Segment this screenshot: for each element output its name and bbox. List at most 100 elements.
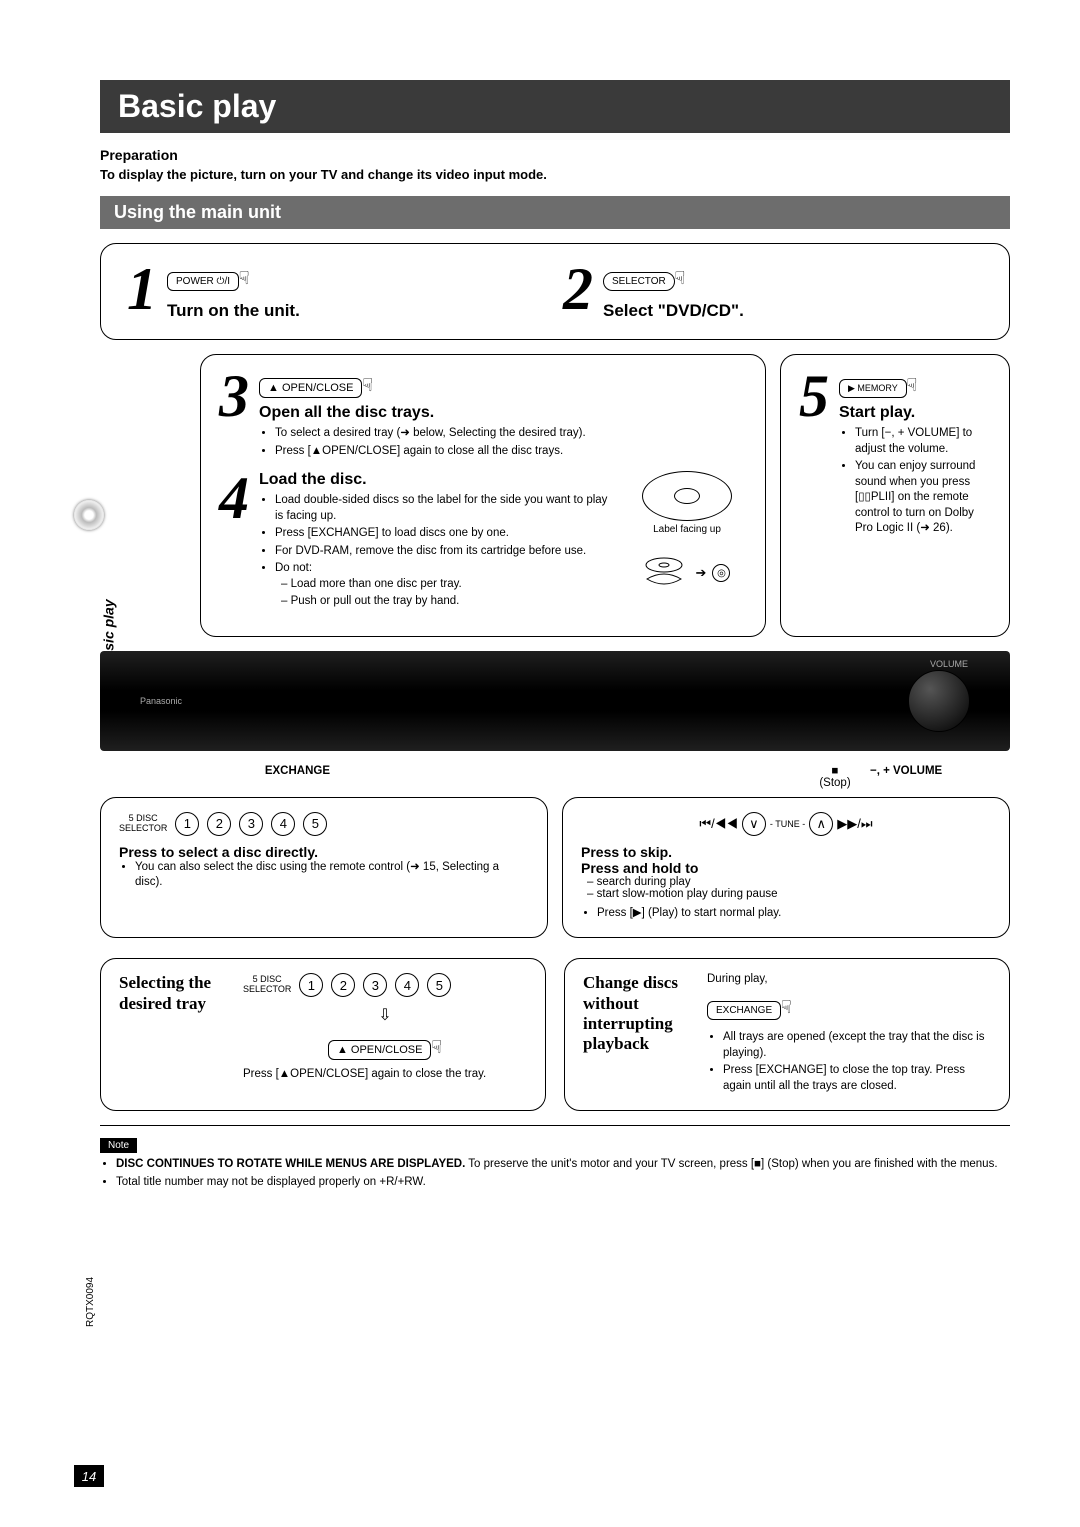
disc-3-button[interactable]: 3 — [363, 973, 387, 997]
tune-down-button[interactable]: ∨ — [742, 812, 766, 836]
disc-illustration: Label facing up ➔ ◎ — [627, 471, 747, 612]
note-line: Total title number may not be displayed … — [116, 1175, 1010, 1191]
device-illustration: Panasonic VOLUME — [100, 651, 1010, 751]
exchange-label: EXCHANGE — [130, 765, 330, 789]
disc-2-button[interactable]: 2 — [207, 812, 231, 836]
step-3-bullet: Press [▲OPEN/CLOSE] again to close all t… — [275, 444, 747, 460]
page-title: Basic play — [100, 80, 1010, 133]
disc-4-button[interactable]: 4 — [271, 812, 295, 836]
power-button[interactable]: POWER ⏻/I — [167, 272, 239, 291]
step-num-3: 3 — [219, 369, 249, 423]
step-num-5: 5 — [799, 369, 829, 423]
device-captions: EXCHANGE ■ (Stop) −, + VOLUME — [100, 765, 1010, 797]
disc-1-button[interactable]: 1 — [299, 973, 323, 997]
selector-button[interactable]: SELECTOR — [603, 272, 675, 291]
exchange-button-label: EXCHANGE — [716, 1005, 772, 1016]
skip-heading-1: Press to skip. — [581, 844, 991, 860]
change-discs-bullet: Press [EXCHANGE] to close the top tray. … — [723, 1063, 991, 1094]
disc-4-button[interactable]: 4 — [395, 973, 419, 997]
tune-label: - TUNE - — [770, 819, 805, 829]
hand-icon: ☟ — [431, 1037, 442, 1058]
disc-5-button[interactable]: 5 — [427, 973, 451, 997]
step-5: 5 ▶ MEMORY ☟ Start play. Turn [−, + VOLU… — [799, 369, 991, 539]
step-5-frame: 5 ▶ MEMORY ☟ Start play. Turn [−, + VOLU… — [780, 354, 1010, 637]
selector-button-label: SELECTOR — [612, 276, 666, 287]
volume-knob[interactable] — [908, 670, 970, 732]
step-1-text: Turn on the unit. — [167, 301, 300, 321]
section-heading: Using the main unit — [100, 196, 1010, 229]
step-num-4: 4 — [219, 471, 249, 525]
disc-insert-icon — [644, 553, 690, 593]
disc-select-bullet: You can also select the disc using the r… — [135, 860, 529, 891]
selector-label: 5 DISC SELECTOR — [243, 975, 291, 995]
hand-icon: ☟ — [781, 997, 792, 1018]
preparation-label: Preparation — [100, 147, 1010, 163]
selecting-tray-title: Selecting the desired tray — [119, 973, 229, 1096]
exchange-button[interactable]: EXCHANGE — [707, 1001, 781, 1020]
open-close-button[interactable]: ▲ OPEN/CLOSE — [259, 378, 362, 398]
disc-3-button[interactable]: 3 — [239, 812, 263, 836]
step-5-heading: Start play. — [839, 404, 991, 422]
down-arrow-icon: ⇩ — [243, 1005, 527, 1025]
open-close-label: ▲ OPEN/CLOSE — [337, 1044, 422, 1056]
step-4-bullet: Load double-sided discs so the label for… — [275, 493, 615, 524]
during-play-label: During play, — [707, 973, 991, 985]
step-4-dash: Load more than one disc per tray. — [281, 577, 615, 593]
selecting-tray-frame: Selecting the desired tray 5 DISC SELECT… — [100, 958, 546, 1111]
disc-1-button[interactable]: 1 — [175, 812, 199, 836]
selector-label: 5 DISC SELECTOR — [119, 814, 167, 834]
step-4-dash: Push or pull out the tray by hand. — [281, 594, 615, 610]
play-memory-button[interactable]: ▶ MEMORY — [839, 379, 907, 398]
power-button-label: POWER ⏻/I — [176, 276, 230, 287]
step-2: 2 SELECTOR ☟ Select "DVD/CD". — [555, 258, 991, 325]
skip-dash: start slow-motion play during pause — [587, 888, 991, 900]
stop-label: (Stop) — [800, 777, 870, 789]
step-num-1: 1 — [127, 262, 157, 316]
skip-frame: ⏮/◀◀ ∨ - TUNE - ∧ ▶▶/⏭ Press to skip. Pr… — [562, 797, 1010, 939]
step-2-text: Select "DVD/CD". — [603, 301, 744, 321]
open-close-button[interactable]: ▲ OPEN/CLOSE — [328, 1040, 431, 1060]
change-discs-title: Change discs without interrupting playba… — [583, 973, 693, 1096]
step-4-bullet: For DVD-RAM, remove the disc from its ca… — [275, 544, 615, 560]
change-discs-frame: Change discs without interrupting playba… — [564, 958, 1010, 1111]
step-4-bullet: Press [EXCHANGE] to load discs one by on… — [275, 526, 615, 542]
step-4: 4 Load the disc. Load double-sided discs… — [219, 471, 747, 612]
step-5-bullet: Turn [−, + VOLUME] to adjust the volume. — [855, 426, 991, 457]
play-memory-label: ▶ MEMORY — [848, 383, 898, 394]
hand-icon: ☟ — [239, 268, 250, 289]
volume-label: −, + VOLUME — [870, 765, 980, 789]
step-4-heading: Load the disc. — [259, 471, 615, 489]
disc-selector-frame: 5 DISC SELECTOR 1 2 3 4 5 Press to selec… — [100, 797, 548, 939]
prev-icon: ⏮/◀◀ — [699, 816, 738, 832]
steps-1-2-frame: 1 POWER ⏻/I ☟ Turn on the unit. 2 SELECT… — [100, 243, 1010, 340]
open-close-label: ▲ OPEN/CLOSE — [268, 382, 353, 394]
change-discs-bullet: All trays are opened (except the tray th… — [723, 1030, 991, 1061]
tune-up-button[interactable]: ∧ — [809, 812, 833, 836]
selecting-tray-caption: Press [▲OPEN/CLOSE] again to close the t… — [243, 1068, 527, 1080]
preparation-text: To display the picture, turn on your TV … — [100, 167, 1010, 182]
step-4-bullet: Do not: Load more than one disc per tray… — [275, 561, 615, 610]
brand-label: Panasonic — [140, 696, 182, 706]
label-facing-up: Label facing up — [627, 524, 747, 535]
hand-icon: ☟ — [362, 375, 373, 396]
doc-code: RQTX0094 — [85, 1277, 96, 1327]
steps-3-4-frame: 3 ▲ OPEN/CLOSE ☟ Open all the disc trays… — [200, 354, 766, 637]
note-section: Note DISC CONTINUES TO ROTATE WHILE MENU… — [100, 1136, 1010, 1190]
page-number: 14 — [74, 1465, 104, 1487]
skip-dash: search during play — [587, 876, 991, 888]
step-1: 1 POWER ⏻/I ☟ Turn on the unit. — [119, 258, 555, 325]
next-icon: ▶▶/⏭ — [837, 816, 872, 832]
hand-icon: ☟ — [674, 268, 685, 289]
volume-tiny-label: VOLUME — [930, 659, 968, 669]
step-num-2: 2 — [563, 262, 593, 316]
hand-icon: ☟ — [906, 375, 917, 396]
note-badge: Note — [100, 1138, 137, 1153]
disc-5-button[interactable]: 5 — [303, 812, 327, 836]
skip-heading-2: Press and hold to — [581, 860, 991, 876]
stop-symbol: ■ — [800, 765, 870, 777]
disc-2-button[interactable]: 2 — [331, 973, 355, 997]
step-5-bullet: You can enjoy surround sound when you pr… — [855, 459, 991, 537]
step-3: 3 ▲ OPEN/CLOSE ☟ Open all the disc trays… — [219, 369, 747, 461]
note-line: DISC CONTINUES TO ROTATE WHILE MENUS ARE… — [116, 1157, 1010, 1173]
step-3-heading: Open all the disc trays. — [259, 404, 747, 422]
